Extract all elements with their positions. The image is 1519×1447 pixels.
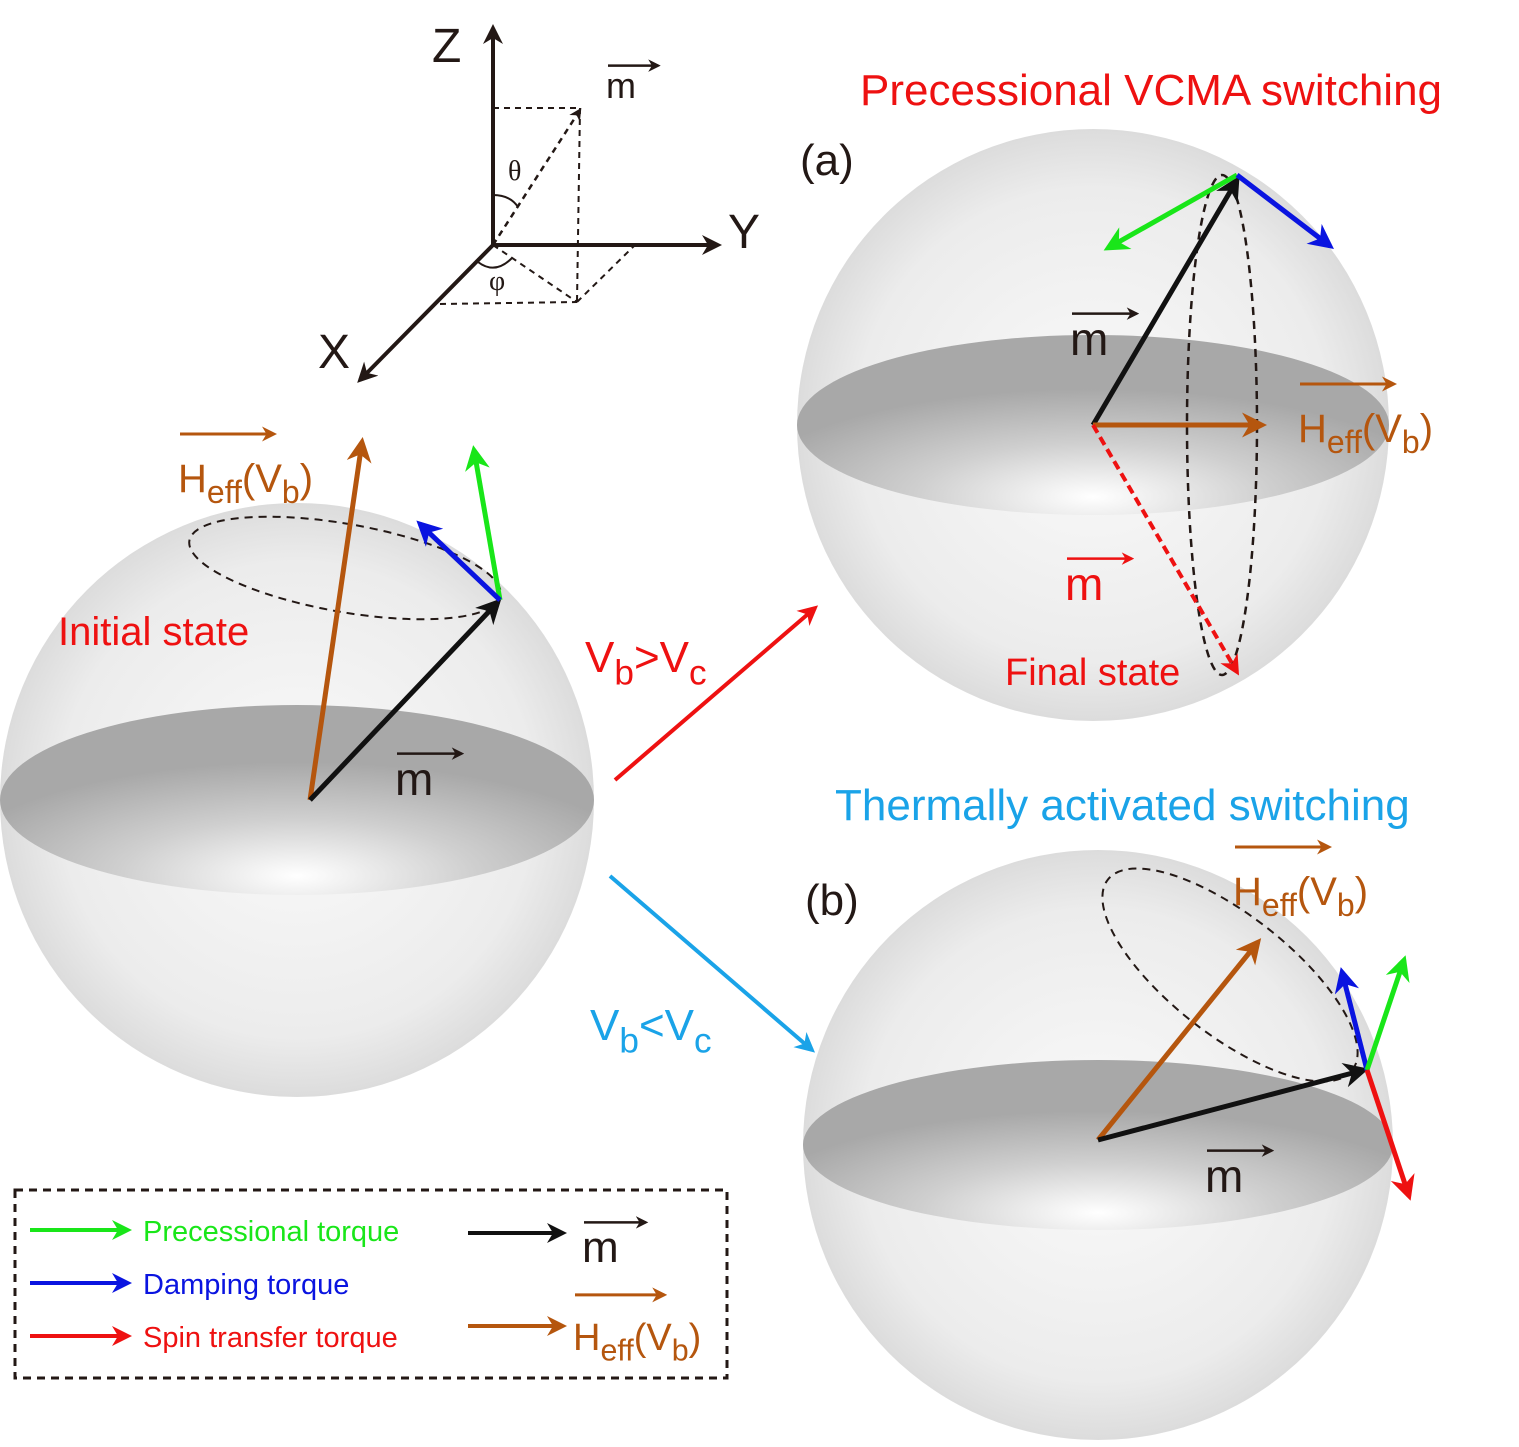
- arrow: [1091, 423, 1240, 676]
- arrow: [1090, 175, 1240, 427]
- arrow: [1235, 173, 1334, 250]
- theta-arc: [492, 194, 519, 208]
- text-part: (V: [242, 457, 282, 501]
- heff-label: Heff(Vb): [1233, 870, 1368, 923]
- arrow: [1364, 955, 1410, 1071]
- legend-label: Spin transfer torque: [143, 1322, 398, 1354]
- text-part: c: [689, 653, 707, 692]
- line: [439, 301, 578, 305]
- line: [576, 107, 581, 303]
- legend-label: Precessional torque: [143, 1216, 399, 1248]
- equator: [0, 705, 594, 895]
- text-part: H: [1298, 407, 1327, 451]
- text-part: (V: [1297, 870, 1337, 914]
- arrow: [608, 874, 816, 1053]
- text-part: (V: [634, 1317, 673, 1359]
- line: [576, 244, 636, 303]
- text-part: eff: [207, 474, 242, 510]
- text-part: eff: [1327, 424, 1362, 460]
- line: [492, 244, 578, 303]
- arrow: [307, 437, 372, 801]
- condition-label: Vb<Vc: [590, 1001, 712, 1060]
- arrow: [416, 520, 502, 602]
- text-part: ): [689, 1317, 702, 1359]
- text-part: b: [614, 653, 634, 692]
- text-part: b: [1402, 424, 1420, 460]
- vector-label: m: [606, 65, 636, 106]
- axis-label: X: [318, 326, 350, 379]
- text-part: >V: [634, 633, 690, 682]
- text-part: H: [178, 457, 207, 501]
- heff-label: Heff(Vb): [573, 1317, 701, 1368]
- text-part: ): [300, 457, 313, 501]
- text-part: b: [619, 1021, 639, 1060]
- arrow: [1334, 967, 1370, 1071]
- arrow: [308, 598, 502, 802]
- vector-label: m: [582, 1223, 619, 1272]
- text-part: V: [585, 633, 615, 682]
- text-part: ): [1355, 870, 1368, 914]
- state-label: Initial state: [58, 610, 249, 654]
- axis-label: Y: [728, 206, 760, 259]
- text-part: c: [694, 1021, 712, 1060]
- angle-label: θ: [508, 156, 521, 187]
- text-part: b: [672, 1334, 689, 1368]
- arrow: [613, 605, 819, 782]
- arrow: [491, 107, 582, 246]
- vector-label: m: [1205, 1150, 1243, 1202]
- arrow: [1096, 938, 1262, 1142]
- arrow: [1364, 1069, 1415, 1201]
- arrow: [465, 445, 503, 601]
- angle-label: φ: [489, 266, 505, 297]
- arrow: [357, 243, 495, 383]
- panel-tag: (b): [805, 876, 859, 925]
- text-part: H: [1233, 870, 1262, 914]
- heff-label: Heff(Vb): [178, 457, 313, 510]
- vector-label: m: [1065, 558, 1103, 610]
- arrow: [1097, 1063, 1369, 1143]
- axis-label: Z: [432, 20, 461, 73]
- arrow: [1103, 172, 1239, 251]
- text-part: (V: [1362, 407, 1402, 451]
- state-label: Final state: [1005, 652, 1180, 694]
- panel-tag: (a): [800, 136, 854, 185]
- condition-label: Vb>Vc: [585, 633, 707, 692]
- text-part: H: [573, 1317, 600, 1359]
- legend-label: Damping torque: [143, 1269, 349, 1301]
- text-part: b: [282, 474, 300, 510]
- panel-title: Thermally activated switching: [835, 781, 1410, 830]
- text-part: ): [1420, 407, 1433, 451]
- heff-label: Heff(Vb): [1298, 407, 1433, 460]
- vector-label: m: [1070, 313, 1108, 365]
- vector-label: m: [395, 753, 433, 805]
- text-part: V: [590, 1001, 620, 1050]
- panel-title: Precessional VCMA switching: [860, 66, 1442, 115]
- text-part: eff: [1262, 887, 1297, 923]
- text-part: <V: [639, 1001, 695, 1050]
- text-part: b: [1337, 887, 1355, 923]
- legend-box: [13, 1188, 729, 1380]
- phi-arc: [477, 257, 513, 269]
- text-part: eff: [600, 1334, 634, 1368]
